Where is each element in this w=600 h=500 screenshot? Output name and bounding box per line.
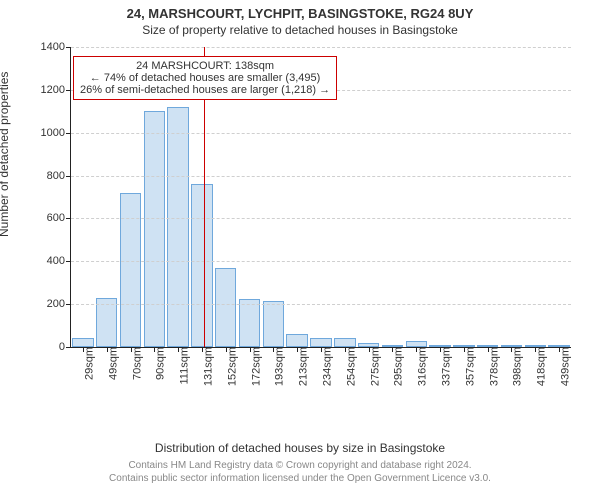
bar	[120, 193, 141, 347]
attribution-line-2: Contains public sector information licen…	[10, 472, 590, 485]
grid-line	[71, 304, 571, 305]
x-tick-label: 316sqm	[411, 347, 429, 386]
x-tick-label: 29sqm	[77, 347, 95, 380]
attribution-line-1: Contains HM Land Registry data © Crown c…	[10, 459, 590, 472]
grid-line	[71, 176, 571, 177]
plot-area: 020040060080010001200140029sqm49sqm70sqm…	[70, 47, 571, 348]
x-tick-label: 275sqm	[363, 347, 381, 386]
title-line-2: Size of property relative to detached ho…	[0, 23, 600, 37]
x-tick-label: 398sqm	[506, 347, 524, 386]
grid-line	[71, 133, 571, 134]
annotation-box: 24 MARSHCOURT: 138sqm← 74% of detached h…	[73, 56, 337, 100]
x-tick-label: 337sqm	[435, 347, 453, 386]
attribution: Contains HM Land Registry data © Crown c…	[0, 455, 600, 489]
y-tick-label: 1000	[41, 127, 71, 139]
y-tick-label: 600	[47, 212, 71, 224]
x-axis-label: Distribution of detached houses by size …	[0, 441, 600, 455]
y-tick-label: 800	[47, 170, 71, 182]
y-tick-label: 400	[47, 255, 71, 267]
x-tick-label: 378sqm	[482, 347, 500, 386]
y-tick-label: 0	[59, 341, 71, 353]
annotation-line-text: 26% of semi-detached houses are larger (…	[80, 84, 330, 96]
x-tick-label: 254sqm	[339, 347, 357, 386]
x-tick-label: 418sqm	[530, 347, 548, 386]
chart-container: Number of detached properties 0200400600…	[0, 37, 600, 437]
x-tick-label: 49sqm	[101, 347, 119, 380]
x-tick-label: 234sqm	[316, 347, 334, 386]
x-tick-label: 357sqm	[458, 347, 476, 386]
bar	[334, 338, 355, 347]
x-tick-label: 172sqm	[244, 347, 262, 386]
y-tick-label: 1200	[41, 84, 71, 96]
x-tick-label: 295sqm	[387, 347, 405, 386]
y-axis-label: Number of detached properties	[0, 72, 11, 237]
x-tick-label: 152sqm	[220, 347, 238, 386]
bar	[239, 299, 260, 347]
bar	[310, 338, 331, 347]
grid-line	[71, 218, 571, 219]
y-tick-label: 200	[47, 298, 71, 310]
grid-line	[71, 47, 571, 48]
bar	[191, 184, 212, 347]
title-line-1: 24, MARSHCOURT, LYCHPIT, BASINGSTOKE, RG…	[0, 6, 600, 21]
annotation-line-text: ← 74% of detached houses are smaller (3,…	[80, 72, 330, 84]
bar	[215, 268, 236, 347]
x-tick-label: 111sqm	[173, 347, 191, 385]
bar	[72, 338, 93, 347]
bar	[144, 111, 165, 347]
bar	[286, 334, 307, 347]
x-tick-label: 131sqm	[197, 347, 215, 386]
x-tick-label: 193sqm	[268, 347, 286, 386]
x-tick-label: 213sqm	[292, 347, 310, 386]
bar	[167, 107, 188, 347]
x-tick-label: 70sqm	[125, 347, 143, 380]
grid-line	[71, 261, 571, 262]
y-tick-label: 1400	[41, 41, 71, 53]
x-tick-label: 90sqm	[149, 347, 167, 380]
x-tick-label: 439sqm	[554, 347, 572, 386]
annotation-line-text: 24 MARSHCOURT: 138sqm	[80, 60, 330, 72]
bar	[263, 301, 284, 347]
